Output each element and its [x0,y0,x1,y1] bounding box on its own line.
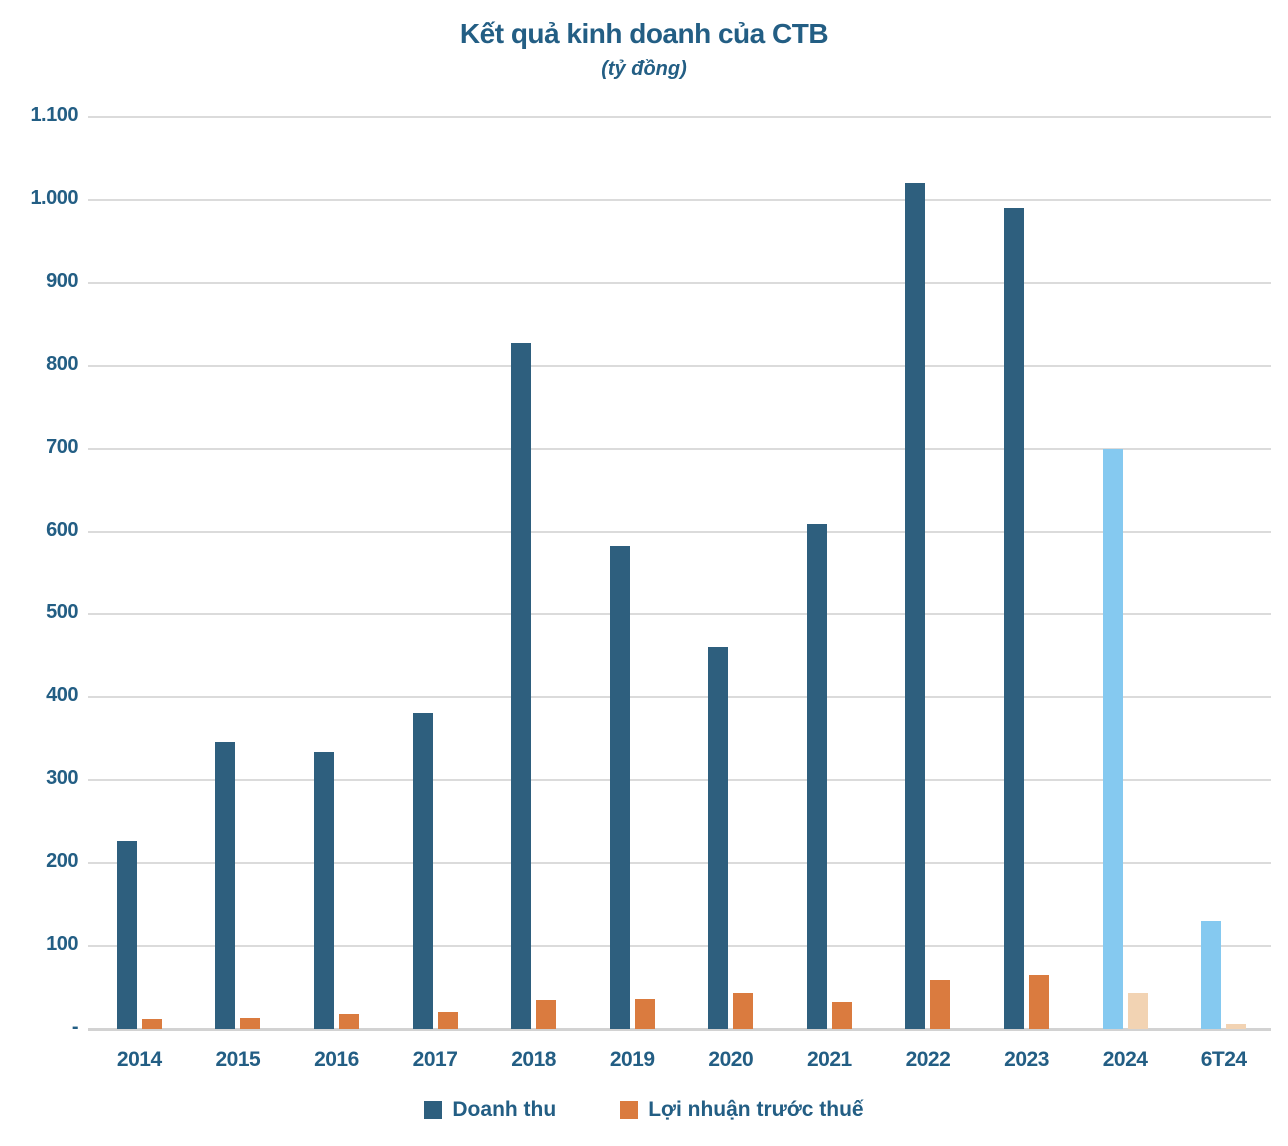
legend-label: Doanh thu [452,1098,557,1121]
y-axis-tick-label: - [71,1016,79,1038]
chart-title: Kết quả kinh doanh của CTB [459,18,829,49]
x-axis-tick-label: 2020 [708,1048,754,1071]
y-axis-tick-label: 700 [46,435,78,458]
x-axis-tick-label: 6T24 [1200,1048,1247,1071]
bar-profit [1226,1024,1247,1029]
gridline [88,281,1271,284]
bar-revenue [1004,208,1025,1029]
bar-revenue [1102,448,1123,1029]
gridline [88,116,1271,118]
x-axis-tick-label: 2014 [116,1048,162,1071]
y-axis-tick-label: 600 [46,518,78,541]
legend-swatch-icon [620,1101,639,1119]
legend: Doanh thu Lợi nhuận trước thuế [0,1098,1288,1122]
bar-revenue [905,183,926,1029]
x-axis-tick-label: 2021 [807,1048,852,1071]
x-axis-tick-label: 2015 [215,1048,261,1071]
bar-revenue [313,752,334,1029]
gridline [88,530,1271,533]
y-axis-tick-label: 300 [46,767,78,790]
x-axis-tick-label: 2024 [1102,1048,1148,1071]
bar-profit [437,1011,458,1029]
y-axis-tick-label: 100 [46,933,78,956]
legend-swatch-icon [424,1101,443,1119]
bar-profit [338,1014,359,1029]
bar-revenue [609,546,630,1029]
gridline [88,364,1271,367]
x-axis-tick-label: 2018 [511,1048,556,1071]
bar-revenue [511,343,532,1029]
gridline [88,198,1271,201]
legend-item: Doanh thu [424,1098,556,1122]
bar-profit [930,980,951,1029]
y-axis-tick-label: 900 [46,269,78,292]
gridline [88,779,1271,782]
x-axis-tick-label: 2023 [1004,1048,1049,1071]
y-axis-tick-label: 800 [46,352,78,375]
bar-profit [733,993,754,1029]
x-axis-tick-label: 2019 [609,1048,655,1071]
bar-revenue [116,840,137,1029]
bar-revenue [215,742,236,1029]
x-axis-tick-label: 2022 [905,1048,951,1071]
bar-profit [1029,975,1050,1029]
x-axis-tick-label: 2016 [314,1048,359,1071]
bar-revenue [412,713,433,1029]
bar-revenue [806,524,827,1029]
y-axis-tick-label: 500 [46,601,78,624]
chart-subtitle: (tỷ đồng) [601,58,687,80]
y-axis-tick-label: 1.100 [30,104,78,126]
legend-item: Lợi nhuận trước thuế [620,1098,864,1122]
bar-profit [1127,992,1148,1029]
y-axis-tick-label: 200 [46,850,78,873]
y-axis-tick-label: 400 [46,684,78,707]
bar-profit [240,1018,261,1029]
bar-revenue [708,646,729,1029]
bar-profit [536,999,557,1029]
x-axis-baseline [88,1027,1271,1031]
bar-profit [141,1019,162,1029]
bar-revenue [1201,921,1222,1029]
bar-profit [831,1002,852,1029]
x-axis-tick-label: 2017 [412,1048,458,1071]
gridline [88,613,1271,616]
gridline [88,696,1271,699]
legend-label: Lợi nhuận trước thuế [648,1098,864,1121]
gridline [88,862,1271,865]
y-axis-tick-label: 1.000 [30,186,78,209]
gridline [88,945,1271,948]
gridline [88,447,1271,450]
bar-profit [634,999,655,1029]
